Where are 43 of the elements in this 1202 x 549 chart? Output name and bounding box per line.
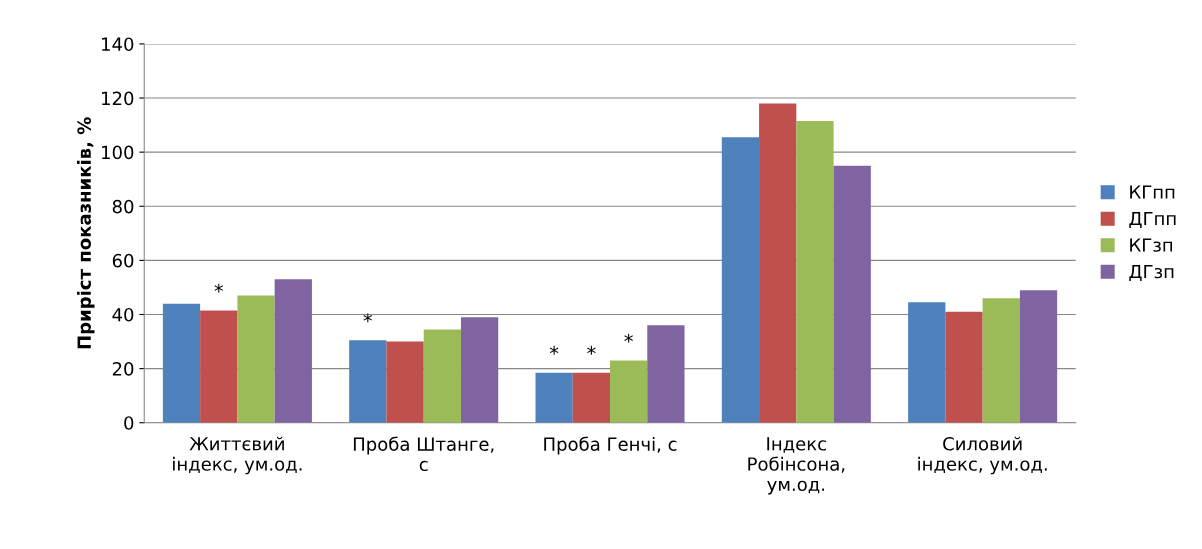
bar bbox=[274, 279, 312, 423]
bar bbox=[535, 372, 573, 423]
data-label: * bbox=[214, 283, 224, 293]
data-label: * bbox=[587, 345, 596, 355]
legend-label: ДГзп bbox=[1129, 264, 1174, 281]
bar bbox=[721, 137, 760, 423]
data-label: * bbox=[624, 333, 633, 343]
y-tick-label: 100 bbox=[102, 145, 134, 160]
y-tick-label: 140 bbox=[102, 37, 134, 52]
bar bbox=[908, 302, 946, 423]
bar bbox=[610, 360, 648, 423]
bar bbox=[833, 165, 871, 423]
bar bbox=[796, 121, 834, 423]
y-tick-label: 80 bbox=[112, 199, 134, 214]
bar bbox=[945, 311, 983, 423]
bar bbox=[200, 310, 238, 423]
bar bbox=[460, 317, 499, 423]
legend-label: КГпп bbox=[1130, 185, 1175, 199]
y-tick-label: 60 bbox=[112, 253, 134, 268]
bar bbox=[423, 329, 461, 423]
bar bbox=[349, 340, 387, 423]
bar bbox=[386, 341, 424, 423]
x-tick-label: Життєвий індекс, ум.од. bbox=[173, 436, 302, 475]
bar bbox=[162, 303, 201, 423]
y-axis-title: Приріст показників, % bbox=[77, 117, 95, 349]
data-label: * bbox=[363, 313, 373, 323]
legend-label: КГзп bbox=[1130, 238, 1173, 252]
y-tick-label: 120 bbox=[102, 91, 134, 106]
bar bbox=[647, 325, 685, 423]
bar bbox=[1019, 290, 1058, 423]
y-tick-label: 0 bbox=[124, 416, 134, 430]
bar bbox=[759, 103, 797, 423]
data-label: * bbox=[549, 345, 559, 355]
x-tick-label: Силовий індекс, ум.од. bbox=[918, 436, 1047, 475]
x-tick-label: Індекс Робінсона, ум.од. bbox=[748, 437, 845, 495]
legend-label: ДГпп bbox=[1129, 211, 1176, 228]
bar bbox=[982, 298, 1020, 423]
bar bbox=[237, 295, 275, 423]
bar bbox=[572, 372, 611, 423]
y-tick-label: 40 bbox=[112, 307, 134, 322]
x-tick-label: Проба Генчі, с bbox=[544, 436, 677, 455]
x-tick-label: Проба Штанге, с bbox=[353, 436, 494, 472]
y-tick-label: 20 bbox=[112, 362, 134, 376]
